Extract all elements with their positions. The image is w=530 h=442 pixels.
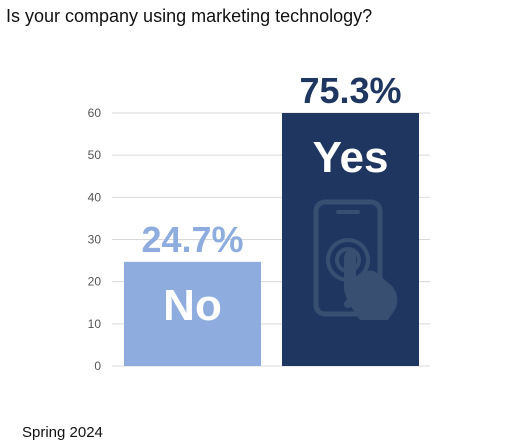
value-label-no: 24.7% (141, 219, 243, 260)
y-tick-label: 10 (88, 317, 102, 331)
y-tick-label: 0 (94, 359, 101, 373)
y-tick-label: 30 (88, 233, 102, 247)
category-label-yes: Yes (313, 133, 389, 182)
category-label-no: No (163, 281, 222, 330)
y-axis-tick-labels: 0 10 20 30 40 50 60 (88, 106, 102, 373)
y-tick-label: 60 (88, 106, 102, 120)
y-tick-label: 40 (88, 190, 102, 204)
chart-footer: Spring 2024 (22, 424, 103, 441)
y-tick-label: 50 (88, 148, 102, 162)
bar-no (124, 261, 261, 366)
value-label-yes: 75.3% (299, 70, 401, 111)
y-tick-label: 20 (88, 275, 102, 289)
data-labels: 24.7% No 75.3% Yes (141, 70, 401, 330)
chart-title: Is your company using marketing technolo… (6, 6, 373, 26)
phone-tap-icon (313, 199, 398, 320)
